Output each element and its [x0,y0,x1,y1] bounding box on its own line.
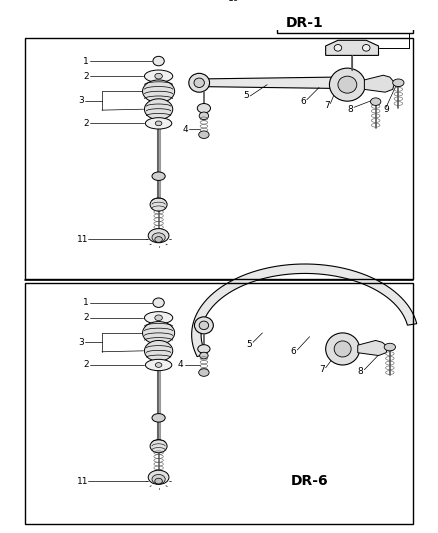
Ellipse shape [364,0,374,3]
Ellipse shape [155,478,162,484]
Ellipse shape [200,352,208,359]
Ellipse shape [334,341,351,357]
Ellipse shape [145,99,173,119]
Bar [25,284,413,524]
Ellipse shape [142,321,175,344]
Text: 9: 9 [383,104,389,114]
Text: 1: 1 [83,298,89,307]
Ellipse shape [384,343,396,351]
Ellipse shape [194,78,205,87]
Ellipse shape [155,121,162,126]
Ellipse shape [145,118,172,129]
Text: 5: 5 [244,92,249,101]
Ellipse shape [155,237,162,243]
Ellipse shape [155,74,162,79]
Text: 2: 2 [83,71,89,80]
Text: 2: 2 [83,313,89,322]
Ellipse shape [393,79,404,86]
Ellipse shape [148,229,169,243]
Text: 5: 5 [246,340,252,349]
Text: 11: 11 [77,235,88,244]
Text: 4: 4 [177,360,183,369]
Text: 1: 1 [83,56,89,66]
Ellipse shape [142,80,175,102]
Ellipse shape [155,362,162,367]
Ellipse shape [155,315,162,321]
Text: 2: 2 [83,119,89,128]
Bar [276,0,413,33]
Ellipse shape [306,0,315,3]
Ellipse shape [152,172,165,181]
Polygon shape [192,264,417,357]
Text: DR-1: DR-1 [286,17,324,30]
Ellipse shape [153,56,164,66]
Polygon shape [364,75,395,92]
Ellipse shape [150,198,167,211]
Text: 6: 6 [291,348,297,356]
Text: 11: 11 [77,477,88,486]
Ellipse shape [363,45,370,51]
Ellipse shape [145,341,173,361]
Ellipse shape [194,317,213,334]
Text: 3: 3 [78,338,84,347]
Ellipse shape [145,312,173,324]
Text: 3: 3 [78,96,84,105]
Ellipse shape [199,131,209,139]
Ellipse shape [329,68,365,101]
Ellipse shape [153,298,164,308]
Ellipse shape [198,345,210,353]
Ellipse shape [152,474,165,484]
Ellipse shape [189,74,209,92]
Text: 2: 2 [83,360,89,369]
Text: 8: 8 [358,367,364,376]
Text: 7: 7 [319,365,325,374]
Ellipse shape [338,76,357,93]
Ellipse shape [197,103,211,113]
Polygon shape [358,341,388,356]
Ellipse shape [199,321,208,329]
Ellipse shape [148,470,169,484]
Polygon shape [196,77,335,88]
Text: 10: 10 [227,0,239,3]
Text: 4: 4 [182,125,188,134]
Ellipse shape [152,233,165,243]
Ellipse shape [150,440,167,453]
Text: 8: 8 [347,104,353,114]
Ellipse shape [326,333,360,365]
Text: 6: 6 [300,97,306,106]
Ellipse shape [145,70,173,82]
Ellipse shape [346,0,355,3]
Ellipse shape [334,45,342,51]
Bar [25,38,413,279]
Ellipse shape [287,0,297,3]
Ellipse shape [152,414,165,422]
Text: DR-6: DR-6 [291,474,328,488]
Polygon shape [326,41,378,55]
Text: 7: 7 [324,101,329,110]
Ellipse shape [371,98,381,106]
Ellipse shape [145,359,172,370]
Ellipse shape [199,369,209,376]
Ellipse shape [199,112,208,119]
